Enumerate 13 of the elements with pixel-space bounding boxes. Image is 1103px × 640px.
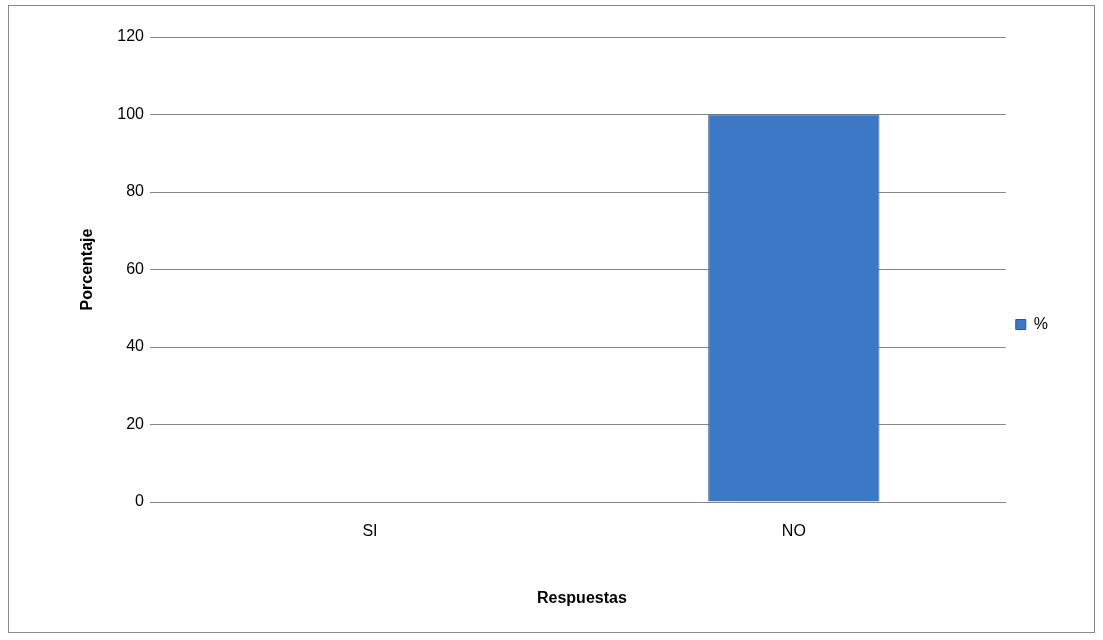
x-tick-label: SI [362,522,378,540]
chart-frame: Respuestas Porcentaje % SI NO 0 20 40 60 80 100 120 [8,5,1095,633]
legend-label: % [1033,314,1049,332]
y-tick-label: 100 [117,104,145,122]
y-tick-label: 120 [117,27,145,45]
y-tick-label: 20 [126,414,145,432]
x-tick-label: NO [781,522,806,540]
x-axis-title: Respuestas [536,588,627,606]
y-axis-title: Porcentaje [78,228,96,311]
y-tick-label: 40 [126,337,145,355]
y-tick-label: 60 [126,259,145,277]
y-tick-label: 0 [135,492,145,510]
y-tick-label: 80 [126,182,145,200]
